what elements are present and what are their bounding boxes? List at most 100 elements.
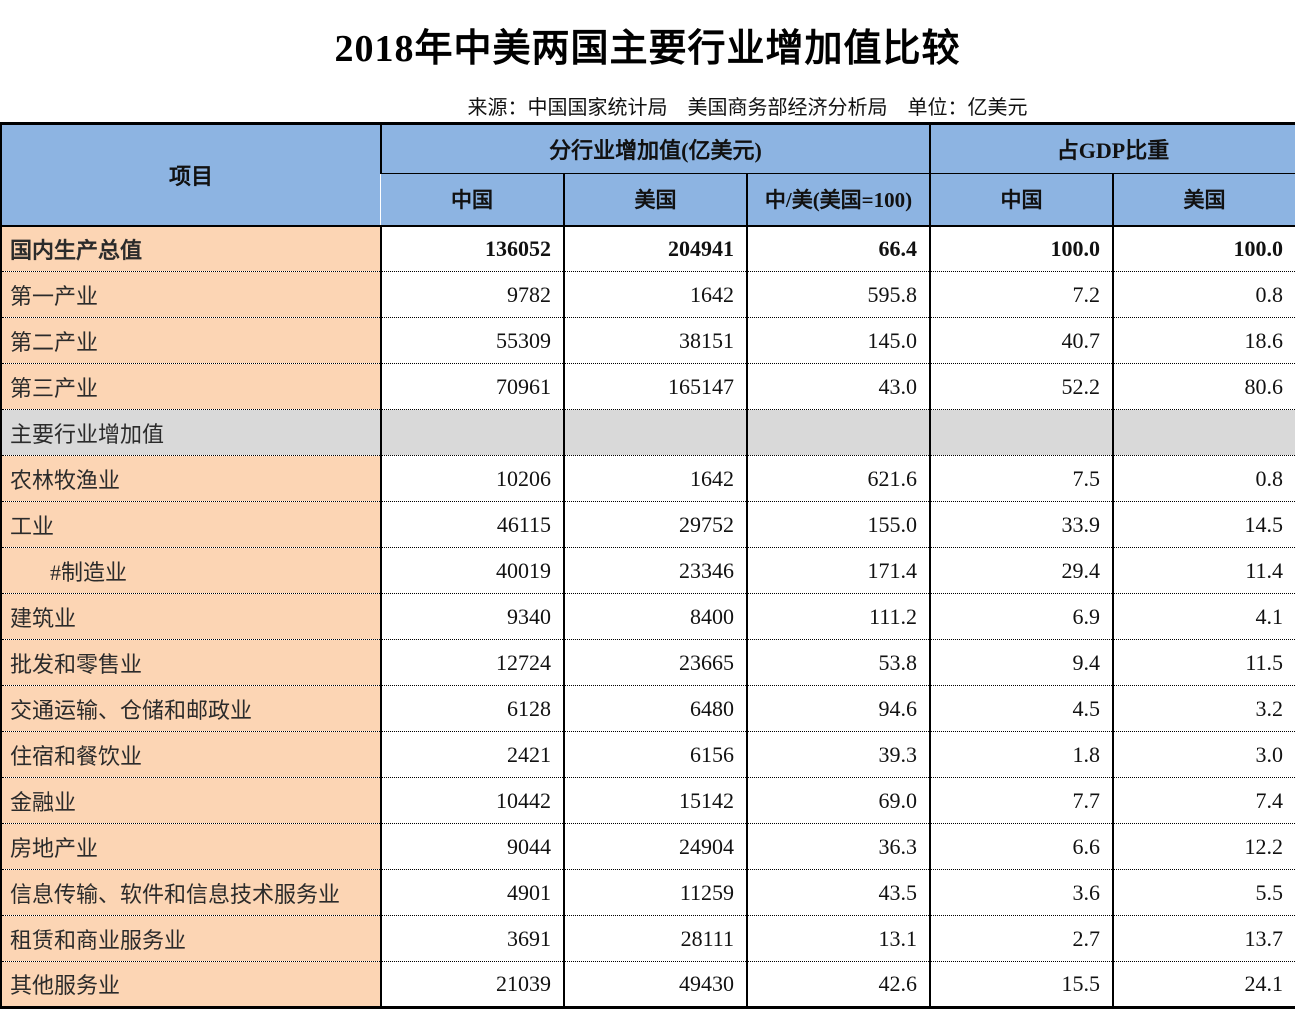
value-cell: 12.2	[1112, 823, 1295, 870]
table-row: 农林牧渔业 10206 1642 621.6 7.5 0.8	[1, 455, 1295, 502]
value-cell: 38151	[563, 317, 747, 364]
row-label: 其他服务业	[1, 961, 381, 1008]
table-row: 第二产业 55309 38151 145.0 40.7 18.6	[1, 317, 1295, 364]
value-cell: 204941	[563, 224, 747, 272]
value-cell: 165147	[563, 363, 747, 410]
value-cell: 23346	[563, 547, 747, 594]
row-label: 金融业	[1, 777, 381, 824]
value-cell: 155.0	[745, 501, 931, 548]
table-row: 信息传输、软件和信息技术服务业 4901 11259 43.5 3.6 5.5	[1, 869, 1295, 916]
value-cell	[563, 409, 747, 456]
value-cell: 69.0	[745, 777, 931, 824]
value-cell	[1112, 409, 1295, 456]
value-cell: 11.5	[1112, 639, 1295, 686]
value-cell: 7.4	[1112, 777, 1295, 824]
value-cell: 80.6	[1112, 363, 1295, 410]
value-cell: 9340	[380, 593, 564, 640]
value-cell: 2421	[380, 731, 564, 778]
sub-header-ratio: 中/美(美国=100)	[745, 173, 931, 226]
value-cell: 4.1	[1112, 593, 1295, 640]
value-cell: 36.3	[745, 823, 931, 870]
sub-header-us-share: 美国	[1112, 173, 1295, 226]
table-row: 住宿和餐饮业 2421 6156 39.3 1.8 3.0	[1, 731, 1295, 778]
value-cell: 1642	[563, 455, 747, 502]
value-cell: 0.8	[1112, 271, 1295, 318]
comparison-table: 项目 分行业增加值(亿美元) 占GDP比重 中国 美国 中/美(美国=100) …	[0, 122, 1295, 1009]
table-row: 其他服务业 21039 49430 42.6 15.5 24.1	[1, 961, 1295, 1008]
value-cell: 24904	[563, 823, 747, 870]
value-cell: 10442	[380, 777, 564, 824]
value-cell: 6128	[380, 685, 564, 732]
value-cell: 6480	[563, 685, 747, 732]
source-note: 来源：中国国家统计局 美国商务部经济分析局 单位：亿美元	[467, 97, 1028, 119]
value-cell: 29.4	[929, 547, 1114, 594]
value-cell: 46115	[380, 501, 564, 548]
value-cell: 43.0	[745, 363, 931, 410]
value-cell: 40019	[380, 547, 564, 594]
row-label: 房地产业	[1, 823, 381, 870]
value-cell: 9044	[380, 823, 564, 870]
value-cell: 100.0	[1112, 224, 1295, 272]
value-cell: 49430	[563, 961, 747, 1008]
value-cell: 24.1	[1112, 961, 1295, 1008]
value-cell: 21039	[380, 961, 564, 1008]
table-row: 建筑业 9340 8400 111.2 6.9 4.1	[1, 593, 1295, 640]
value-cell: 29752	[563, 501, 747, 548]
value-cell: 14.5	[1112, 501, 1295, 548]
row-label: #制造业	[1, 547, 381, 594]
value-cell	[745, 409, 931, 456]
row-label: 租赁和商业服务业	[1, 915, 381, 962]
row-label: 工业	[1, 501, 381, 548]
value-cell: 621.6	[745, 455, 931, 502]
value-cell: 15142	[563, 777, 747, 824]
table-row: 第一产业 9782 1642 595.8 7.2 0.8	[1, 271, 1295, 318]
value-cell: 3.6	[929, 869, 1114, 916]
sub-header-china-value: 中国	[381, 173, 564, 226]
value-cell: 145.0	[745, 317, 931, 364]
table-row: 租赁和商业服务业 3691 28111 13.1 2.7 13.7	[1, 915, 1295, 962]
table-row: 工业 46115 29752 155.0 33.9 14.5	[1, 501, 1295, 548]
value-cell: 4901	[380, 869, 564, 916]
value-cell: 3.0	[1112, 731, 1295, 778]
sub-header-china-share: 中国	[929, 173, 1114, 226]
value-cell: 70961	[380, 363, 564, 410]
value-cell: 66.4	[745, 224, 931, 272]
value-cell: 2.7	[929, 915, 1114, 962]
row-label: 农林牧渔业	[1, 455, 381, 502]
value-cell: 11.4	[1112, 547, 1295, 594]
value-cell: 8400	[563, 593, 747, 640]
row-label: 第二产业	[1, 317, 381, 364]
value-cell: 55309	[380, 317, 564, 364]
row-label: 建筑业	[1, 593, 381, 640]
value-cell: 9782	[380, 271, 564, 318]
value-cell: 100.0	[929, 224, 1114, 272]
value-cell	[929, 409, 1114, 456]
value-cell: 1.8	[929, 731, 1114, 778]
value-cell: 13.7	[1112, 915, 1295, 962]
value-cell: 23665	[563, 639, 747, 686]
value-cell: 28111	[563, 915, 747, 962]
value-cell: 40.7	[929, 317, 1114, 364]
value-cell: 595.8	[745, 271, 931, 318]
table-row: 主要行业增加值	[1, 409, 1295, 456]
value-cell: 6.9	[929, 593, 1114, 640]
value-cell: 15.5	[929, 961, 1114, 1008]
sub-header-row: 中国 美国 中/美(美国=100) 中国 美国	[1, 173, 1295, 226]
value-cell: 39.3	[745, 731, 931, 778]
value-cell: 42.6	[745, 961, 931, 1008]
value-cell: 4.5	[929, 685, 1114, 732]
table-row: 第三产业 70961 165147 43.0 52.2 80.6	[1, 363, 1295, 410]
value-cell: 12724	[380, 639, 564, 686]
corner-header: 项目	[1, 123, 381, 226]
value-cell: 0.8	[1112, 455, 1295, 502]
value-cell: 18.6	[1112, 317, 1295, 364]
value-cell: 3691	[380, 915, 564, 962]
value-cell: 7.2	[929, 271, 1114, 318]
value-cell: 136052	[380, 224, 564, 272]
value-cell: 94.6	[745, 685, 931, 732]
table-row: 交通运输、仓储和邮政业 6128 6480 94.6 4.5 3.2	[1, 685, 1295, 732]
value-cell: 43.5	[745, 869, 931, 916]
table-row: 金融业 10442 15142 69.0 7.7 7.4	[1, 777, 1295, 824]
table-row: 房地产业 9044 24904 36.3 6.6 12.2	[1, 823, 1295, 870]
